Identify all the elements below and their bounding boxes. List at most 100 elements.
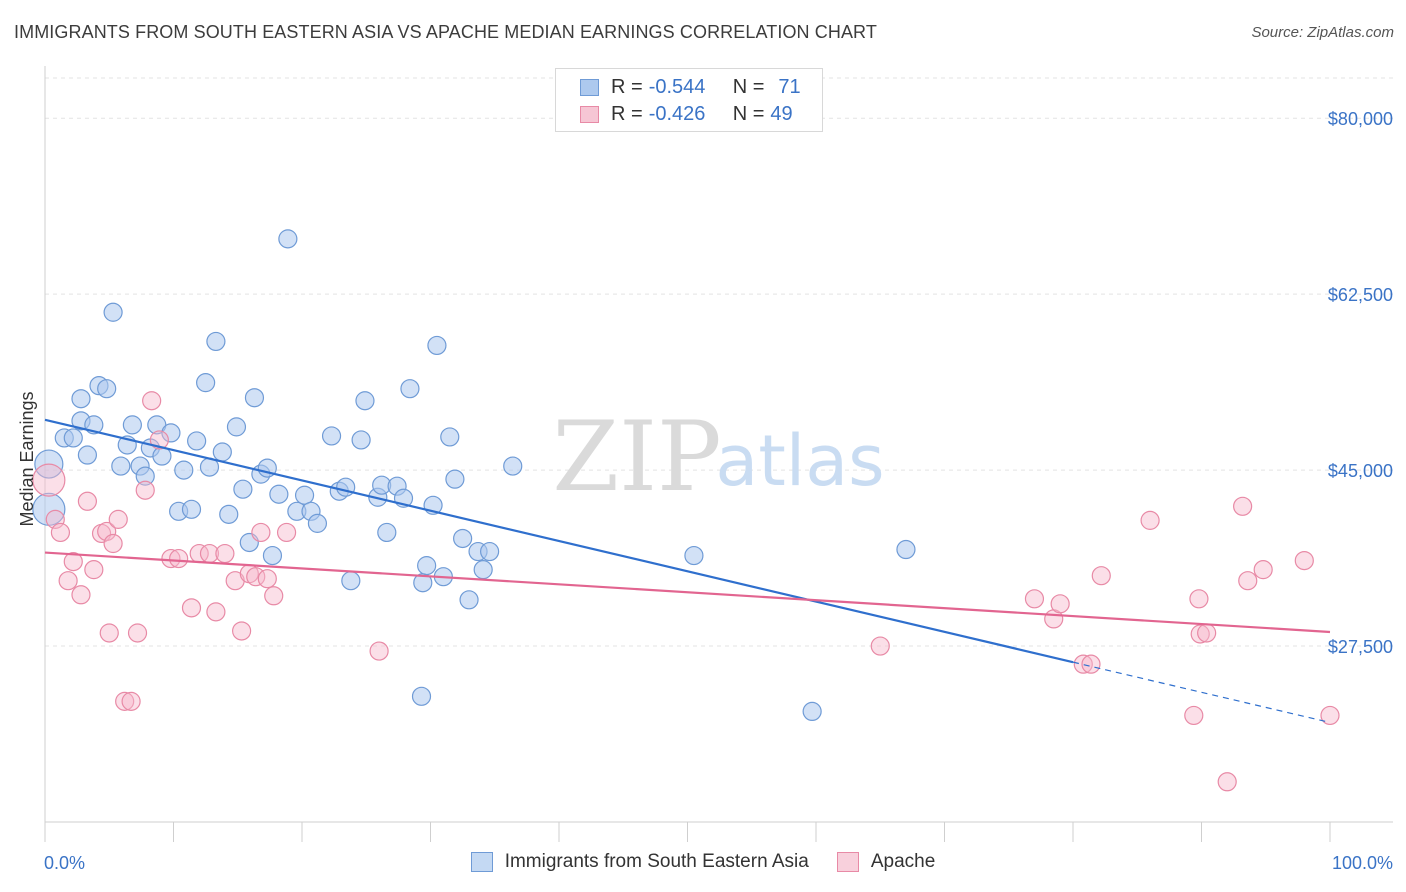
data-point-pink — [1238, 571, 1258, 591]
axes — [44, 66, 1393, 842]
data-point-pink — [142, 391, 162, 411]
trend-lines — [44, 418, 1331, 724]
stats-r-value: -0.544 — [648, 75, 706, 98]
series-blue-points — [32, 229, 916, 722]
trend-line-pink — [44, 551, 1331, 634]
data-point-pink — [63, 551, 83, 572]
data-point-blue — [233, 479, 253, 499]
data-point-pink — [1320, 705, 1340, 726]
data-point-blue — [226, 417, 247, 437]
y-tick-label: $45,000 — [1328, 461, 1393, 481]
data-point-blue — [459, 590, 479, 610]
data-point-blue — [377, 522, 397, 543]
y-tick-label: $62,500 — [1328, 285, 1393, 305]
watermark-atlas: atlas — [715, 420, 884, 502]
data-point-blue — [181, 499, 202, 519]
data-point-pink — [1253, 560, 1273, 580]
data-point-pink — [97, 521, 117, 542]
trend-line-blue — [44, 418, 1074, 664]
data-point-pink — [1140, 510, 1160, 530]
grid-lines — [45, 77, 1393, 647]
data-point-blue — [684, 545, 704, 566]
data-point-pink — [246, 567, 266, 587]
data-point-blue — [400, 379, 420, 399]
y-tick-label: $27,500 — [1328, 637, 1393, 657]
data-point-blue — [473, 560, 493, 580]
data-point-pink — [77, 491, 98, 511]
data-point-pink — [84, 560, 104, 580]
data-point-blue — [212, 442, 232, 462]
data-point-blue — [71, 389, 91, 409]
stats-r-label: R = — [611, 75, 643, 98]
data-point-pink — [1050, 594, 1070, 614]
data-point-pink — [135, 480, 155, 500]
chart-title: IMMIGRANTS FROM SOUTH EASTERN ASIA VS AP… — [14, 22, 877, 42]
data-point-pink — [121, 691, 141, 711]
data-point-pink — [161, 548, 181, 569]
data-point-blue — [307, 513, 328, 533]
data-point-pink — [232, 621, 252, 641]
data-point-pink — [264, 586, 284, 606]
stats-n-value: 49 — [770, 102, 793, 125]
data-point-blue — [63, 428, 83, 448]
stats-n-value: 71 — [778, 75, 801, 98]
data-point-blue — [355, 391, 375, 411]
data-point-blue — [351, 430, 371, 450]
y-axis-label: Median Earnings — [17, 391, 37, 526]
data-point-blue — [111, 456, 131, 476]
stats-box: R = -0.544 N = 71 R = -0.426 N = 49 — [555, 68, 823, 132]
data-point-pink — [71, 585, 91, 605]
y-tick-labels: $80,000 $62,500 $45,000 $27,500 — [1328, 109, 1393, 657]
data-point-pink — [50, 522, 71, 543]
data-point-blue — [417, 556, 437, 576]
data-point-pink — [169, 548, 189, 569]
data-point-blue — [77, 445, 98, 465]
data-point-blue — [321, 426, 342, 446]
data-point-blue — [445, 469, 465, 489]
legend-swatch-blue — [470, 852, 493, 872]
data-point-pink — [369, 641, 389, 661]
data-point-pink — [58, 571, 78, 591]
data-point-pink — [1217, 772, 1237, 792]
data-point-blue — [187, 431, 207, 451]
data-point-blue — [503, 456, 523, 476]
data-point-blue — [440, 427, 460, 447]
stats-swatch-pink — [580, 105, 599, 123]
data-point-pink — [1081, 654, 1101, 674]
watermark: ZIP atlas — [552, 401, 884, 513]
data-point-pink — [108, 509, 128, 529]
legend-label-blue: Immigrants from South Eastern Asia — [504, 851, 809, 872]
legend-item-blue: Immigrants from South Eastern Asia — [470, 851, 809, 873]
data-point-blue — [341, 571, 361, 591]
series-pink-points — [32, 391, 1340, 792]
watermark-zip: ZIP — [552, 401, 721, 513]
legend-swatch-pink — [836, 852, 859, 872]
data-point-blue — [294, 485, 315, 505]
x-tick-label-left: 0.0% — [44, 853, 85, 873]
data-point-pink — [870, 636, 890, 656]
stats-r-label: R = — [611, 102, 643, 125]
stats-r-value: -0.426 — [648, 102, 706, 125]
data-point-pink — [1197, 623, 1217, 643]
data-point-blue — [97, 379, 117, 399]
y-tick-label: $80,000 — [1328, 109, 1393, 129]
data-point-blue — [196, 373, 216, 393]
source-label: Source: ZipAtlas.com — [1251, 24, 1394, 41]
data-point-blue — [453, 528, 473, 549]
data-point-blue — [336, 477, 356, 497]
data-point-pink — [1189, 589, 1209, 609]
data-point-pink — [1294, 550, 1314, 571]
stats-n-label: N = — [732, 102, 765, 125]
data-point-blue — [219, 504, 239, 524]
data-point-blue — [206, 331, 226, 352]
data-point-blue — [103, 302, 123, 322]
data-point-blue — [802, 701, 822, 722]
data-point-pink — [127, 623, 148, 643]
data-point-pink — [1073, 654, 1093, 674]
data-point-pink — [181, 598, 202, 618]
legend-item-pink: Apache — [836, 851, 935, 873]
legend: Immigrants from South Eastern Asia Apach… — [0, 851, 1406, 873]
data-point-pink — [1233, 496, 1253, 516]
data-point-pink — [103, 533, 123, 554]
data-point-blue — [269, 484, 289, 504]
